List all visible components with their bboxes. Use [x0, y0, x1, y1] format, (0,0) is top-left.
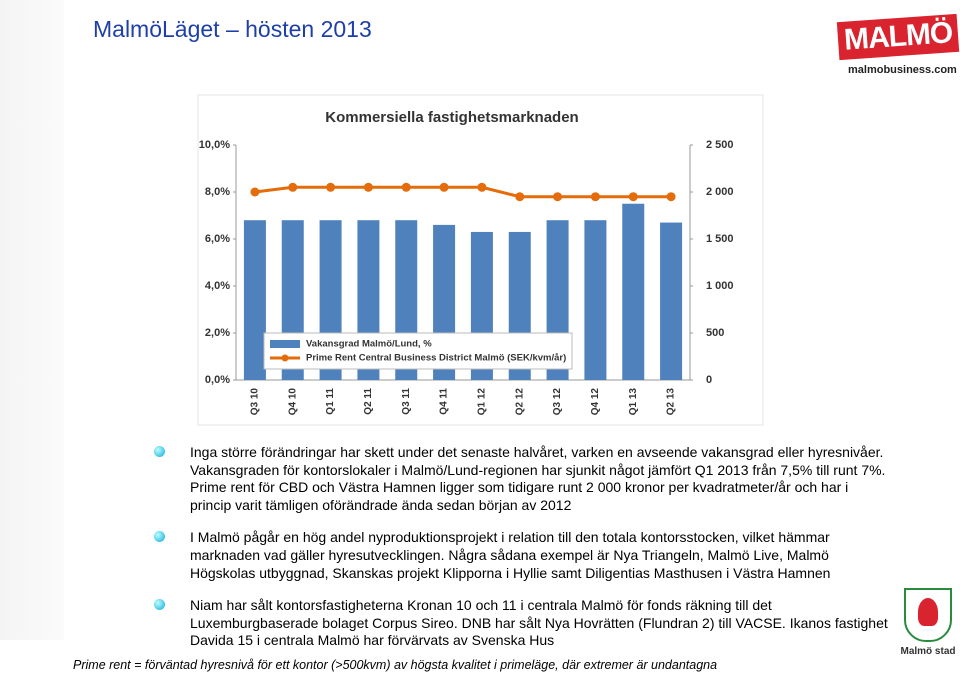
y2-tick-label: 2 500	[706, 139, 734, 151]
x-tick-label: Q1 11	[325, 388, 336, 415]
shield	[904, 588, 952, 642]
logo-url: malmobusiness.com	[848, 64, 957, 76]
y-tick-label: 0,0%	[205, 374, 230, 386]
x-tick-label: Q2 12	[514, 388, 525, 416]
chart: Kommersiella fastighetsmarknaden 0,0% 2,0…	[197, 94, 764, 426]
marker	[439, 182, 449, 192]
city-logo: Malmö stad	[898, 588, 958, 657]
bullet-list: Inga större förändringar har skett under…	[154, 444, 890, 665]
y-tick-label: 10,0%	[199, 139, 230, 151]
y2-tick-label: 1 000	[706, 280, 734, 292]
slide-title: MalmöLäget – hösten 2013	[93, 16, 372, 42]
legend-box	[263, 332, 573, 370]
y-tick-label: 2,0%	[205, 327, 230, 339]
x-tick-label: Q4 10	[287, 388, 298, 416]
side-band	[0, 0, 64, 640]
marker	[628, 192, 638, 202]
y2-tick-label: 2 000	[706, 186, 734, 198]
y-tick-label: 4,0%	[205, 280, 230, 292]
line	[254, 185, 672, 199]
chart-title: Kommersiella fastighetsmarknaden	[325, 109, 578, 126]
x-tick-label: Q1 13	[628, 388, 639, 416]
y2-tick-label: 0	[706, 374, 712, 386]
x-tick-label: Q3 11	[401, 388, 412, 415]
marker	[590, 192, 600, 202]
marker	[401, 182, 411, 192]
footnote: Prime rent = förväntad hyresnivå för ett…	[73, 658, 718, 672]
marker	[363, 182, 373, 192]
bar	[622, 203, 645, 380]
bullet: Inga större förändringar har skett under…	[154, 444, 890, 514]
bullet: Niam har sålt kontorsfastigheterna Krona…	[154, 597, 890, 650]
legend-swatch	[270, 340, 300, 348]
logo: MALMÖ malmobusiness.com	[836, 13, 960, 76]
x-tick-label: Q4 12	[590, 388, 601, 416]
legend-label: Prime Rent Central Business District Mal…	[306, 353, 566, 364]
marker	[477, 182, 487, 192]
marker	[250, 187, 260, 197]
legend-marker	[281, 354, 289, 362]
marker	[288, 182, 298, 192]
x-tick-label: Q3 12	[552, 388, 563, 416]
x-tick-label: Q3 10	[250, 388, 261, 416]
marker	[666, 192, 676, 202]
city-name: Malmö stad	[900, 646, 956, 657]
marker	[515, 192, 525, 202]
legend-label: Vakansgrad Malmö/Lund, %	[306, 339, 432, 350]
marker	[553, 192, 563, 202]
x-tick-label: Q1 12	[477, 388, 488, 416]
x-tick-label: Q4 11	[439, 388, 450, 415]
y2-tick-label: 500	[706, 327, 724, 339]
bar	[660, 222, 683, 380]
marker	[326, 182, 336, 192]
y-tick-label: 6,0%	[205, 233, 230, 245]
y-tick-label: 8,0%	[205, 186, 230, 198]
x-tick-label: Q2 11	[363, 388, 374, 415]
bullet: I Malmö pågår en hög andel nyproduktions…	[154, 529, 890, 582]
x-tick-label: Q2 13	[666, 388, 677, 416]
y2-tick-label: 1 500	[706, 233, 734, 245]
bar	[584, 220, 607, 380]
bar	[243, 220, 266, 380]
